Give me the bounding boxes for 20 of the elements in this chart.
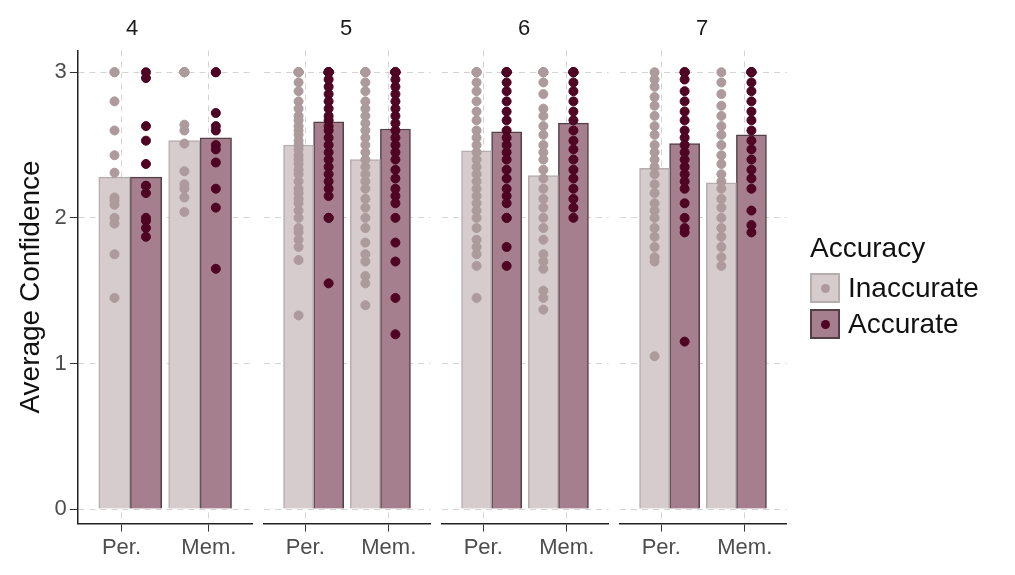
legend-label: Inaccurate xyxy=(848,272,979,304)
x-tick-label: Mem. xyxy=(181,533,237,559)
x-tick-label: Mem. xyxy=(361,533,417,559)
chart-title: 6 xyxy=(517,15,531,41)
legend-label: Accurate xyxy=(848,308,959,340)
chart-title: 5 xyxy=(339,15,353,41)
x-tick-label: Per. xyxy=(641,533,681,559)
legend-title: Accuracy xyxy=(810,232,927,264)
x-tick-label: Per. xyxy=(285,533,325,559)
chart-title: 4 xyxy=(125,15,139,41)
y-axis-title: Average Confidence xyxy=(13,160,45,414)
x-tick-label: Per. xyxy=(463,533,503,559)
x-tick-label: Per. xyxy=(101,533,142,559)
y-tick-label: 1 xyxy=(54,349,67,375)
x-tick-label: Mem. xyxy=(539,533,595,559)
x-tick-label: Mem. xyxy=(717,533,773,559)
chart-title: 7 xyxy=(695,15,709,41)
y-tick-label: 2 xyxy=(54,203,67,229)
y-tick-label: 3 xyxy=(54,58,67,84)
y-tick-label: 0 xyxy=(54,495,67,521)
